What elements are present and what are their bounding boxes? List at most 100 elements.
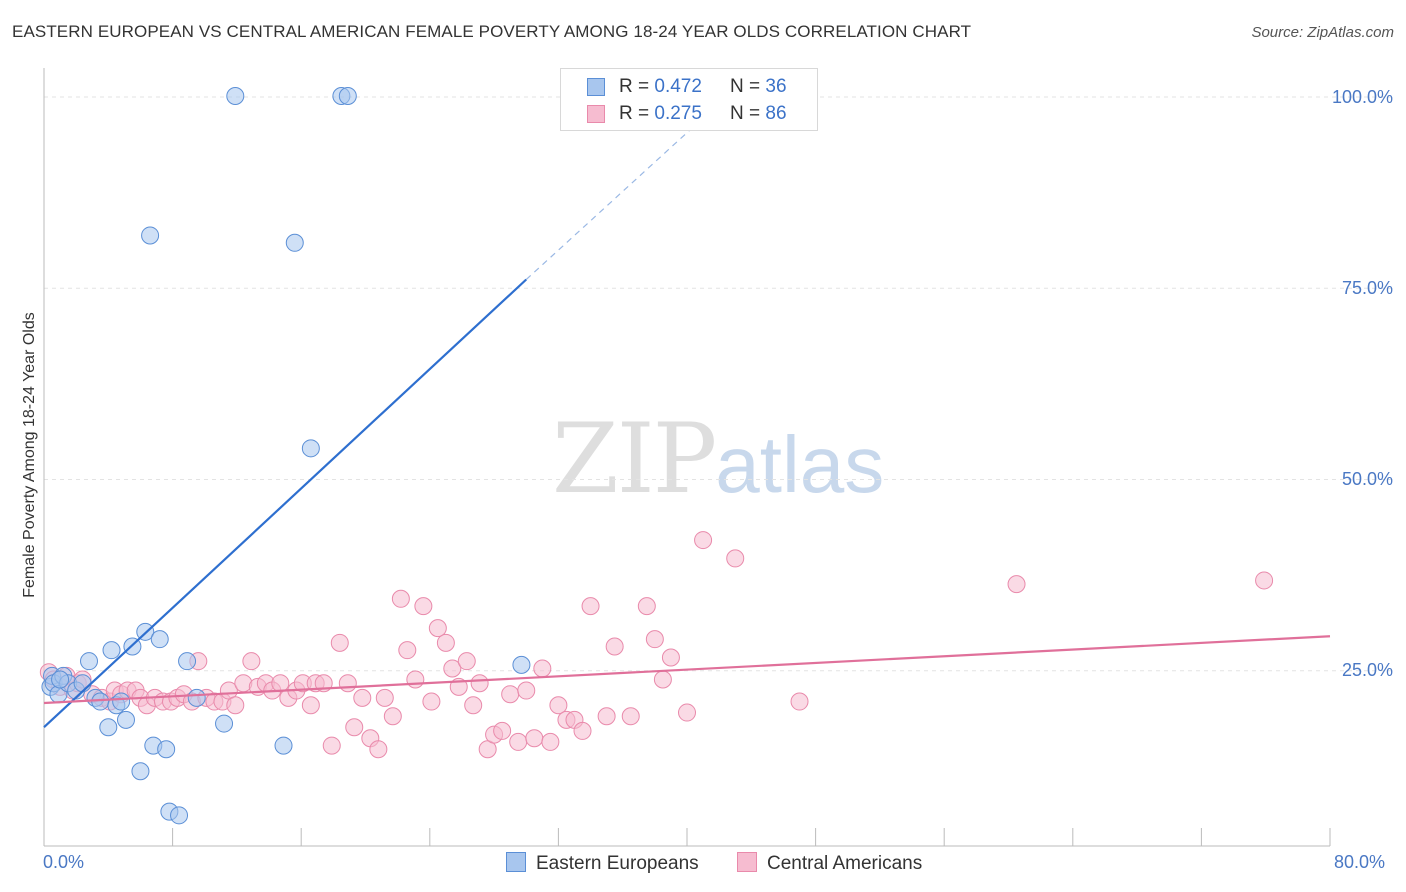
central-americans-point [653, 670, 672, 689]
central-americans-point [330, 633, 349, 652]
y-tick-label-25: 25.0% [1341, 660, 1393, 680]
eastern-europeans-point [51, 670, 70, 689]
eastern-europeans-point [274, 736, 293, 755]
watermark-atlas: atlas [715, 420, 885, 509]
legend-n-label: N = [730, 103, 761, 124]
legend-n-label: N = [730, 76, 761, 97]
eastern-europeans-point [131, 762, 150, 781]
central-americans-point [369, 740, 388, 759]
central-americans-point [621, 707, 640, 726]
eastern-europeans-point [150, 630, 169, 649]
eastern-europeans-point [91, 692, 110, 711]
chart-title: EASTERN EUROPEAN VS CENTRAL AMERICAN FEM… [12, 22, 972, 41]
central-americans-point [549, 696, 568, 715]
central-americans-point [322, 736, 341, 755]
y-axis-label: Female Poverty Among 18-24 Year Olds [21, 312, 38, 598]
central-americans-point [694, 531, 713, 550]
central-americans-point [1007, 575, 1026, 594]
central-americans-point [398, 641, 417, 660]
central-americans-point [436, 633, 455, 652]
central-americans-point [678, 703, 696, 722]
central-americans-point [726, 549, 745, 568]
central-americans-point [661, 648, 680, 667]
eastern-europeans-point [226, 87, 245, 105]
legend-swatch-pink [587, 105, 605, 123]
central-americans-point [637, 597, 656, 616]
central-americans-point [790, 692, 809, 711]
central-americans-point [470, 674, 489, 693]
central-americans-point [597, 707, 616, 726]
y-tick-label-50: 50.0% [1341, 469, 1393, 489]
y-tick-label-100: 100.0% [1331, 87, 1393, 107]
eastern-europeans-point [141, 226, 160, 245]
watermark-zip: ZIP [552, 403, 717, 515]
bottom-legend-central-americans: Central Americans [737, 852, 922, 875]
central-americans-point [457, 652, 476, 671]
x-tick-label-min: 0.0% [43, 852, 85, 872]
bottom-legend-label: Central Americans [767, 853, 923, 874]
central-americans-point [345, 718, 364, 737]
eastern-europeans-point [73, 674, 92, 693]
eastern-europeans-point [301, 439, 320, 458]
correlation-legend: R = 0.472 N = 36 R = 0.275 N = 86 [560, 68, 818, 131]
central-americans-point [383, 707, 402, 726]
x-tick-label-max: 80.0% [1334, 852, 1386, 872]
legend-n-eastern: N = 36 [730, 76, 787, 98]
legend-r-eastern: R = 0.472 [619, 76, 702, 98]
central-americans-point [509, 732, 528, 751]
central-americans-point [517, 681, 536, 700]
source-label: Source: ZipAtlas.com [1251, 24, 1394, 41]
eastern-europeans-point [215, 714, 234, 733]
bottom-legend-eastern-europeans: Eastern Europeans [506, 852, 699, 875]
central-americans-point [493, 721, 512, 740]
central-americans-point [414, 597, 433, 616]
central-americans-point [391, 589, 410, 608]
eastern-europeans-point [170, 806, 189, 825]
bottom-legend-swatch-blue [506, 852, 526, 872]
eastern-europeans-point [99, 718, 118, 737]
central-americans-point [353, 688, 372, 707]
legend-n-value: 36 [765, 76, 787, 97]
y-tick-label-75: 75.0% [1341, 278, 1393, 298]
central-americans-point [581, 597, 600, 616]
central-americans-point [375, 688, 394, 707]
central-americans-point [533, 659, 552, 678]
legend-n-central: N = 86 [730, 103, 787, 125]
eastern-europeans-point [338, 87, 357, 105]
legend-swatch-blue [587, 78, 605, 96]
central-americans-point [645, 630, 664, 649]
eastern-europeans-trendline [43, 278, 527, 729]
bottom-legend-label: Eastern Europeans [536, 853, 699, 874]
legend-r-label: R = [619, 103, 650, 124]
bottom-legend-swatch-pink [737, 852, 757, 872]
central-americans-point [428, 619, 447, 638]
central-americans-point [301, 696, 320, 715]
legend-r-value: 0.275 [654, 103, 702, 124]
central-americans-point [443, 659, 462, 678]
legend-r-value: 0.472 [654, 76, 702, 97]
central-americans-point [573, 721, 592, 740]
eastern-europeans-point [187, 688, 206, 707]
central-americans-point [464, 696, 483, 715]
eastern-europeans-point [157, 740, 176, 759]
central-americans-point [501, 685, 520, 704]
central-americans-point [338, 674, 357, 693]
eastern-europeans-point [285, 233, 304, 252]
eastern-europeans-point [112, 692, 131, 711]
legend-r-label: R = [619, 76, 650, 97]
central-americans-point [422, 692, 441, 711]
central-americans-point [1255, 571, 1274, 590]
eastern-europeans-point [102, 641, 121, 660]
legend-n-value: 86 [765, 103, 787, 124]
central-americans-trendline [43, 635, 1331, 705]
eastern-europeans-point [178, 652, 197, 671]
eastern-europeans-point [512, 655, 531, 674]
central-americans-point [242, 652, 261, 671]
central-americans-point [541, 732, 560, 751]
central-americans-point [406, 670, 425, 689]
watermark: ZIPatlas [552, 403, 884, 515]
eastern-europeans-point [116, 710, 135, 729]
legend-r-central: R = 0.275 [619, 103, 702, 125]
central-americans-point [226, 696, 245, 715]
